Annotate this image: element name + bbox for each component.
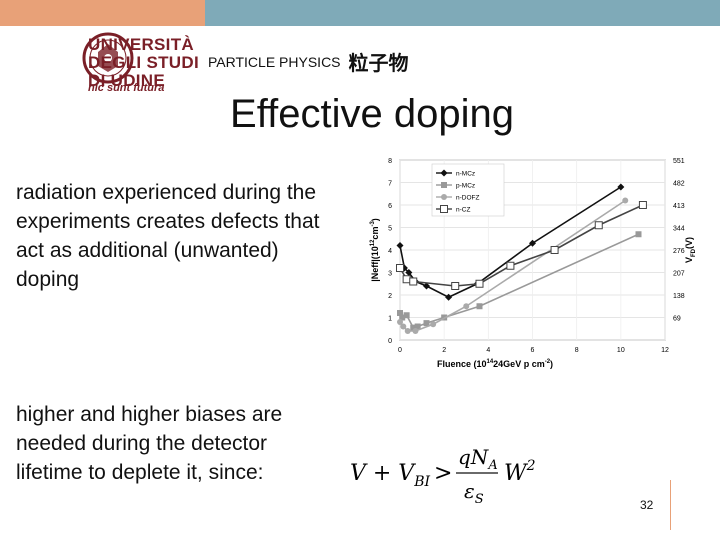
series-n-dofz [397, 197, 629, 334]
data-point-square [423, 320, 430, 327]
x-tick-label: 0 [398, 347, 402, 354]
y2-tick-label: 207 [673, 271, 685, 278]
data-point-circle [404, 328, 411, 334]
data-point-diamond [400, 264, 408, 272]
y2-axis-ticks: 69 138 207 276 344 413 482 551 [673, 158, 685, 323]
series-n-cz [396, 201, 647, 290]
x-tick-label: 8 [575, 347, 579, 354]
x-tick-label: 2 [442, 347, 446, 354]
data-point-circle [622, 197, 629, 204]
data-point-square [476, 303, 483, 310]
data-point-diamond [445, 293, 453, 301]
y-tick-label: 5 [388, 226, 392, 233]
page-number: 32 [640, 498, 654, 512]
y-tick-label: 0 [388, 338, 392, 345]
data-point-circle [441, 194, 447, 200]
data-point-diamond [617, 183, 625, 191]
data-point-open-square [638, 201, 647, 209]
chart-legend: n-MCz p-MCz n-DOFZ n-CZ [431, 163, 505, 217]
formula-operator: > [434, 461, 452, 486]
y2-tick-label: 69 [673, 316, 681, 323]
y-tick-label: 3 [388, 271, 392, 278]
data-point-open-square [402, 275, 411, 284]
data-point-open-square [550, 246, 559, 254]
legend-label: p-MCz [456, 183, 475, 190]
formula-numerator: qNA [458, 445, 498, 473]
data-point-open-square [506, 261, 515, 270]
data-point-square [441, 182, 447, 188]
y-tick-label: 1 [388, 316, 392, 323]
data-point-open-square [451, 282, 460, 290]
page-number-divider [670, 480, 671, 530]
x-axis-label: Fluence (101424GeV p cm-2) [437, 359, 553, 369]
top-bar-accent-left [0, 0, 205, 26]
subject-label: PARTICLE PHYSICS [208, 53, 341, 70]
x-tick-label: 12 [661, 347, 669, 354]
x-tick-label: 10 [617, 347, 625, 354]
data-point-circle [397, 319, 403, 325]
data-point-diamond [405, 269, 413, 276]
y-tick-label: 2 [388, 293, 392, 300]
y-axis-label: |Neff|(1012cm-3) [370, 218, 380, 282]
legend-label: n-DOFZ [456, 195, 480, 202]
formula-rhs: W2 [504, 458, 536, 486]
university-motto: hic sunt futura [88, 82, 165, 94]
y2-tick-label: 138 [673, 293, 685, 300]
top-bar-accent-right [205, 0, 720, 26]
series-lines [396, 183, 647, 334]
data-point-circle [430, 321, 437, 328]
legend-label: n-MCz [456, 171, 475, 178]
y-tick-label: 4 [388, 248, 392, 255]
y-tick-label: 8 [388, 158, 392, 165]
university-line-3: DI UDINE [88, 71, 166, 90]
data-point-open-square [475, 279, 484, 288]
x-tick-label: 6 [531, 347, 535, 354]
y2-axis-label: VFD(V) [684, 237, 697, 263]
data-point-diamond [423, 282, 430, 290]
x-axis-ticks: 0 2 4 6 8 10 12 [398, 347, 669, 354]
formula-denominator: εS [464, 479, 484, 507]
y2-tick-label: 413 [673, 203, 685, 210]
slide-title: Effective doping [230, 92, 514, 136]
data-point-open-square [409, 277, 418, 286]
y2-tick-label: 344 [673, 226, 685, 233]
paragraph-bias-voltage: higher and higher biases are needed duri… [16, 403, 283, 484]
data-point-circle [412, 328, 419, 334]
x-tick-label: 4 [486, 347, 490, 354]
y-axis-ticks: 0 1 2 3 4 5 6 7 8 [388, 158, 392, 345]
university-seal-logo [82, 32, 134, 84]
y-tick-label: 6 [388, 203, 392, 210]
data-point-open-square [396, 264, 404, 272]
depletion-formula: V + VBI > qNA εS W2 [350, 440, 570, 516]
data-point-diamond [396, 242, 404, 249]
university-line-1: UNIVERSITÀ [88, 35, 194, 54]
y2-tick-label: 551 [673, 158, 685, 165]
formula-lhs: V + VBI [350, 461, 430, 490]
data-point-diamond [440, 169, 448, 177]
university-line-2: DEGLI STUDI [88, 53, 199, 72]
data-point-circle [463, 303, 470, 310]
data-point-square [399, 314, 406, 321]
data-point-open-square [594, 221, 603, 230]
data-point-diamond [529, 239, 536, 247]
y-tick-label: 7 [388, 181, 392, 188]
data-point-circle [400, 323, 407, 330]
data-point-open-square [440, 205, 448, 213]
y2-tick-label: 482 [673, 181, 685, 188]
data-point-square [414, 323, 421, 330]
data-point-square [410, 324, 417, 331]
subject-label-cn: 粒子物 [348, 53, 409, 75]
legend-label: n-CZ [456, 207, 470, 214]
y2-tick-label: 276 [673, 248, 685, 255]
university-name: UNIVERSITÀ DEGLI STUDI DI UDINE [88, 36, 199, 90]
paragraph-doping-defects: radiation experienced during the experim… [16, 181, 320, 291]
course-subject: PARTICLE PHYSICS 粒子物 [208, 47, 409, 76]
data-point-square [635, 231, 642, 238]
data-point-square [403, 312, 410, 319]
data-point-square [397, 310, 403, 316]
